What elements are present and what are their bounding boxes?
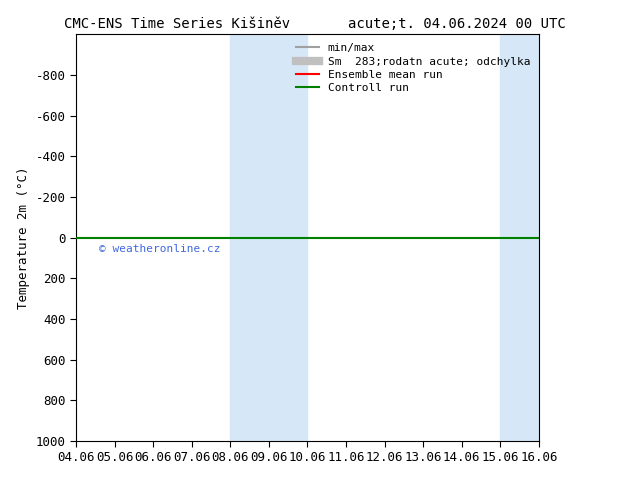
Text: CMC-ENS Time Series Kišiněv: CMC-ENS Time Series Kišiněv [65, 17, 290, 31]
Bar [500, 34, 539, 441]
Bar [230, 34, 307, 441]
Y-axis label: Temperature 2m (°C): Temperature 2m (°C) [17, 167, 30, 309]
Text: acute;t. 04.06.2024 00 UTC: acute;t. 04.06.2024 00 UTC [347, 17, 566, 31]
Text: © weatheronline.cz: © weatheronline.cz [99, 244, 221, 254]
Legend: min/max, Sm  283;rodatn acute; odchylka, Ensemble mean run, Controll run: min/max, Sm 283;rodatn acute; odchylka, … [293, 40, 533, 97]
